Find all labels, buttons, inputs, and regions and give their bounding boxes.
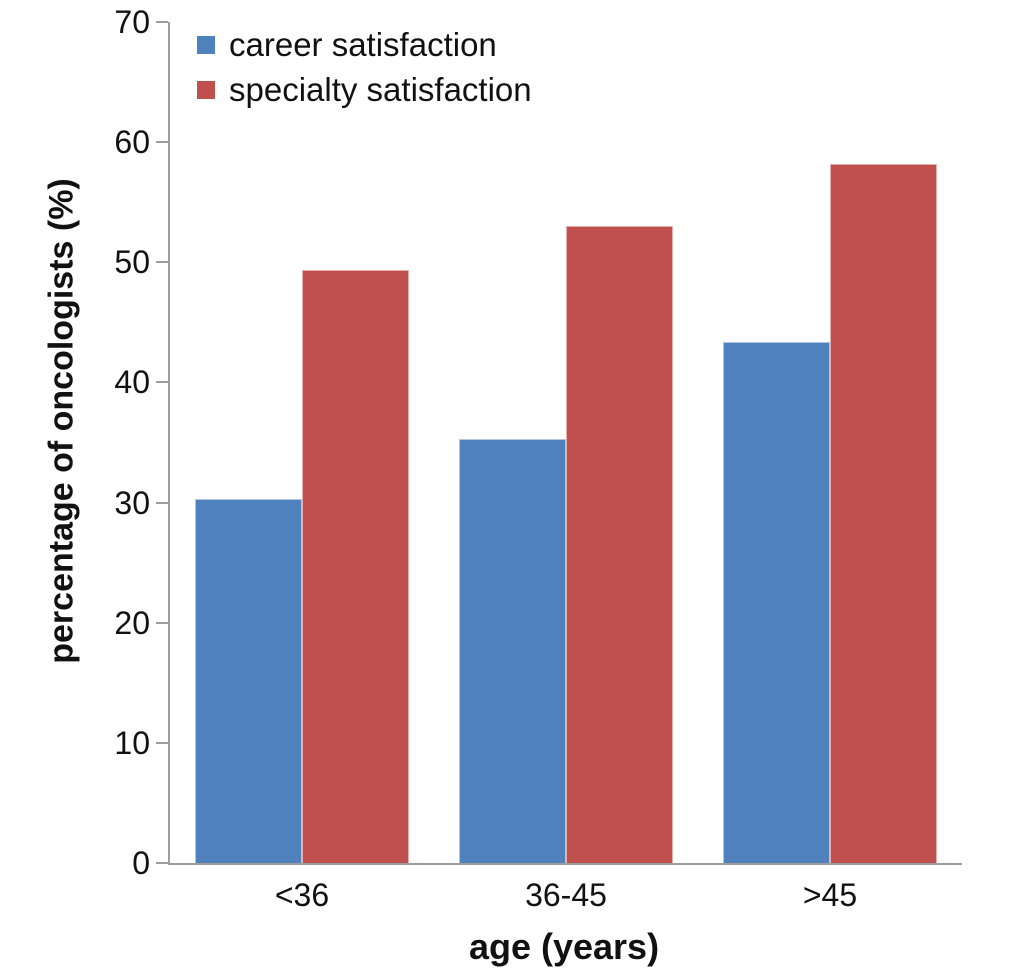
- x-axis-category-label: <36: [274, 877, 330, 913]
- y-axis-tick-label: 40: [114, 364, 150, 401]
- y-axis-tick-label: 50: [114, 244, 150, 281]
- y-axis-tick: [156, 21, 168, 23]
- y-axis-tick: [156, 381, 168, 384]
- legend-label: specialty satisfaction: [229, 71, 532, 108]
- y-axis-tick-label: 10: [114, 724, 150, 761]
- bar-specialty->45: [830, 163, 937, 863]
- x-axis-title: age (years): [468, 926, 660, 967]
- bar-career->45: [723, 341, 830, 863]
- y-axis-tick: [156, 501, 168, 504]
- y-axis-tick-label: 30: [114, 484, 150, 521]
- legend-item: career satisfaction: [197, 26, 532, 63]
- y-axis-tick: [156, 621, 168, 624]
- y-axis-tick: [156, 741, 168, 744]
- bar-specialty-<36: [302, 269, 409, 863]
- plot-area: 0 10 20 30 40 50 60 70 <36 36-45 >45: [114, 5, 962, 911]
- bar-career-36-45: [459, 438, 566, 863]
- y-axis-tick-label: 20: [114, 604, 150, 641]
- bar-specialty-36-45: [566, 226, 673, 863]
- y-axis-tick-label: 70: [114, 4, 150, 40]
- y-axis-tick-label: 0: [132, 845, 150, 881]
- legend-swatch-icon: [197, 35, 215, 54]
- x-axis-category-label: 36-45: [525, 877, 607, 913]
- y-axis-tick: [156, 141, 168, 144]
- legend-label: career satisfaction: [229, 26, 497, 63]
- y-axis-tick-label: 60: [114, 124, 150, 161]
- legend-swatch-icon: [197, 80, 215, 99]
- legend: career satisfaction specialty satisfactio…: [197, 26, 532, 108]
- y-axis-tick: [156, 862, 168, 864]
- legend-item: specialty satisfaction: [197, 71, 532, 108]
- y-axis-title: percentage of oncologists (%): [42, 178, 81, 664]
- x-axis-category-label: >45: [802, 877, 858, 913]
- bar-career-<36: [195, 498, 302, 863]
- y-axis-tick: [156, 261, 168, 264]
